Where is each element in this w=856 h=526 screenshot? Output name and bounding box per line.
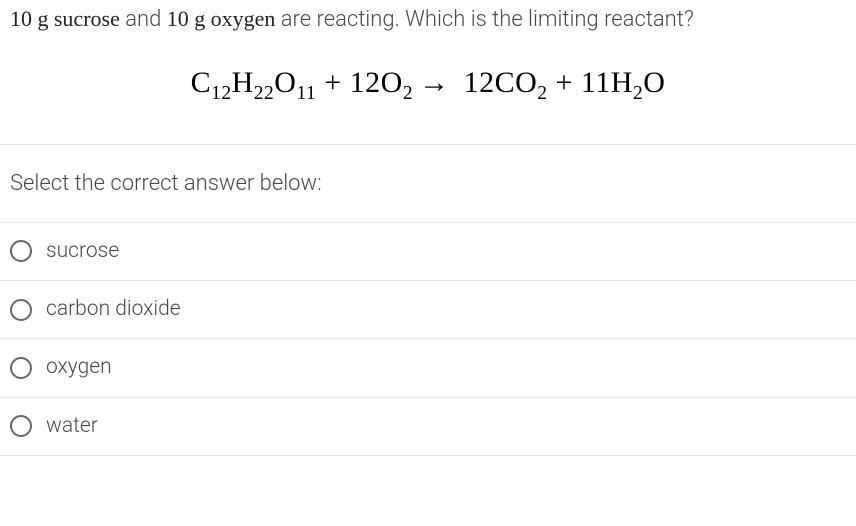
subscript: 11: [296, 83, 316, 104]
question-text: 10 g sucrose and 10 g oxygen are reactin…: [0, 0, 856, 56]
mass1: 10 g: [10, 6, 49, 31]
reactant1: sucrose: [54, 6, 120, 31]
q-suffix: are reacting. Which is the limiting reac…: [281, 7, 694, 32]
option-label: oxygen: [46, 353, 112, 382]
answer-prompt: Select the correct answer below:: [0, 145, 856, 222]
radio-icon[interactable]: [10, 357, 32, 379]
reactant2: oxygen: [211, 6, 276, 31]
option-label: water: [46, 412, 98, 441]
radio-icon[interactable]: [10, 415, 32, 437]
radio-icon[interactable]: [10, 240, 32, 262]
options-list: sucrose carbon dioxide oxygen water: [0, 222, 856, 457]
answer-option[interactable]: water: [0, 397, 856, 456]
subscript: 2: [537, 83, 547, 104]
equation-term: 12CO: [456, 66, 538, 99]
q-mid: and: [125, 7, 161, 32]
chemical-equation: C12H22O11 + 12O2→ 12CO2 + 11H2O: [0, 56, 856, 144]
equation-term: O: [274, 66, 296, 99]
mass2: 10 g: [167, 6, 206, 31]
reaction-arrow-icon: →: [413, 62, 456, 104]
equation-term: O: [643, 66, 665, 99]
equation-term: + 12O: [316, 66, 403, 99]
subscript: 12: [211, 83, 232, 104]
radio-icon[interactable]: [10, 299, 32, 321]
subscript: 22: [254, 83, 275, 104]
equation-term: H: [232, 66, 254, 99]
subscript: 2: [633, 83, 643, 104]
option-label: sucrose: [46, 237, 119, 266]
answer-option[interactable]: carbon dioxide: [0, 280, 856, 338]
answer-option[interactable]: sucrose: [0, 222, 856, 280]
answer-option[interactable]: oxygen: [0, 338, 856, 396]
equation-term: + 11H: [548, 66, 633, 99]
option-label: carbon dioxide: [46, 295, 181, 324]
equation-term: C: [191, 66, 212, 99]
subscript: 2: [403, 83, 413, 104]
